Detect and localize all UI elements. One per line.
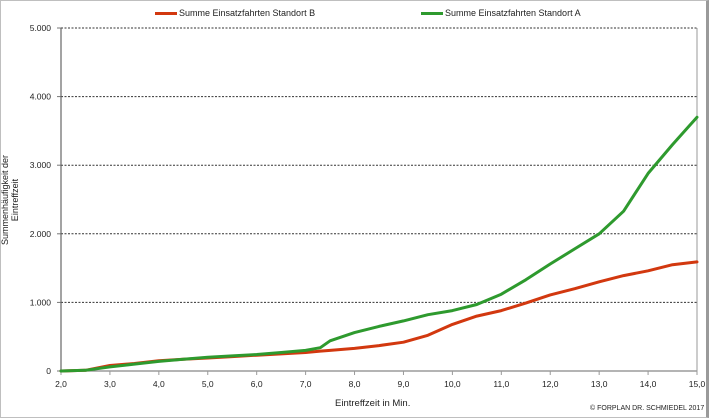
legend-swatch-red	[155, 11, 177, 15]
x-tick-label: 2,0	[55, 379, 67, 389]
y-tick-label: 2.000	[30, 229, 52, 239]
legend-item-standort-a: Summe Einsatzfahrten Standort A	[421, 8, 581, 18]
x-tick-label: 11,0	[493, 379, 509, 389]
x-tick-label: 15,0	[689, 379, 706, 389]
x-axis-label: Eintreffzeit in Min.	[335, 398, 411, 409]
series-line-standort-a	[59, 115, 699, 373]
y-tick-label: 3.000	[30, 160, 52, 170]
x-tick-label: 4,0	[153, 379, 165, 389]
chart-legend: Summe Einsatzfahrten Standort B Summe Ei…	[0, 8, 711, 24]
legend-label-a: Summe Einsatzfahrten Standort A	[445, 8, 581, 18]
x-tick-label: 6,0	[251, 379, 263, 389]
copyright-credit: © FORPLAN DR. SCHMIEDEL 2017	[590, 405, 705, 412]
x-tick-label: 8,0	[349, 379, 361, 389]
legend-item-standort-b: Summe Einsatzfahrten Standort B	[155, 8, 315, 18]
x-tick-label: 10,0	[444, 379, 461, 389]
x-tick-label: 14,0	[640, 379, 657, 389]
y-tick-label: 0	[46, 366, 51, 376]
x-tick-label: 5,0	[202, 379, 214, 389]
legend-label-b: Summe Einsatzfahrten Standort B	[179, 8, 316, 18]
x-tick-label: 7,0	[300, 379, 312, 389]
y-tick-label: 5.000	[30, 23, 52, 33]
series-line-standort-b	[59, 260, 699, 373]
x-tick-label: 12,0	[542, 379, 559, 389]
y-tick-label: 1.000	[30, 297, 52, 307]
y-tick-label: 4.000	[30, 92, 52, 102]
x-tick-label: 3,0	[104, 379, 116, 389]
x-tick-label: 13,0	[591, 379, 608, 389]
x-tick-label: 9,0	[398, 379, 410, 389]
legend-swatch-green	[421, 11, 443, 15]
